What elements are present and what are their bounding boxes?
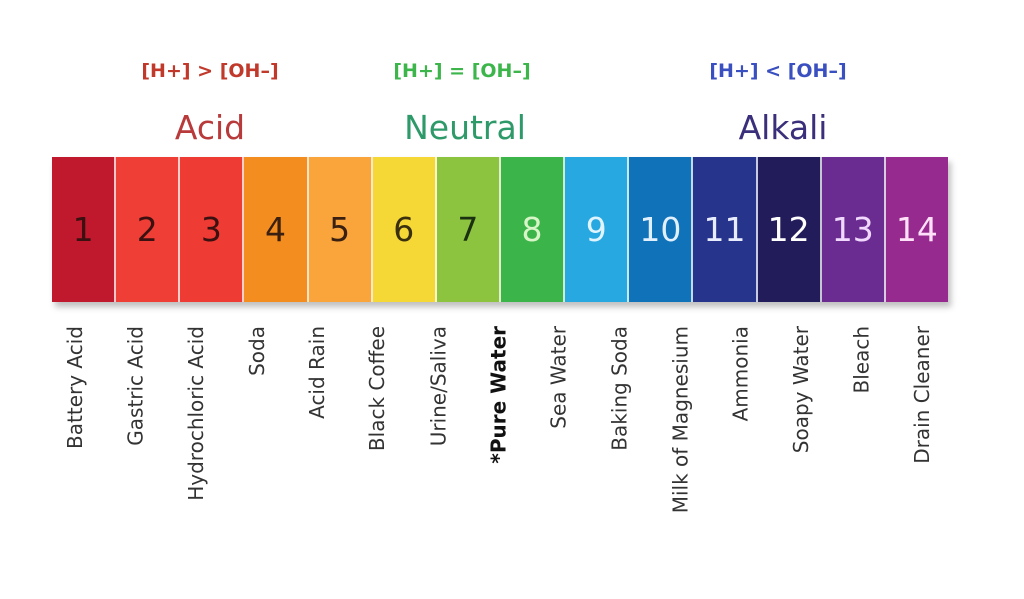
acid-heading: Acid [174,108,246,147]
alkali-condition: [H+] < [OH–] [709,60,847,82]
example-label-text: Battery Acid [63,326,87,449]
ph-cell-13: 13 [821,157,886,302]
example-label-text: Ammonia [728,326,753,422]
example-label-text: Drain Cleaner [910,326,934,464]
example-label-text: Gastric Acid [123,326,148,446]
ph-cell-14: 14 [885,157,948,302]
example-label-text: Soda [244,326,269,376]
neutral-condition: [H+] = [OH–] [393,60,531,82]
ph-cell-11: 11 [693,157,758,302]
ph-cell-9: 9 [565,157,630,302]
example-label-text: Soapy Water [789,326,813,454]
example-label-text: Hydrochloric Acid [184,326,208,501]
example-label-text: Urine/Saliva [426,326,450,447]
ph-cell-10: 10 [629,157,694,302]
example-label-text: Baking Soda [607,326,632,451]
ph-cell-3: 3 [180,157,245,302]
ph-cell-2: 2 [116,157,181,302]
ph-cell-8: 8 [500,157,566,302]
ph-cell-7: 7 [436,157,501,302]
acid-condition: [H+] > [OH–] [141,60,279,82]
ph-cell-6: 6 [372,157,437,302]
example-label-text: Black Coffee [365,326,390,452]
example-label-text: Sea Water [547,326,571,429]
neutral-heading: Neutral [404,108,526,147]
ph-cell-1: 1 [52,157,117,302]
example-label-text: Acid Rain [305,326,329,419]
ph-cell-5: 5 [308,157,373,302]
example-label-text: Bleach [849,326,874,394]
ph-cell-4: 4 [244,157,309,302]
ph-bar: 1 2 3 4 5 6 7 8 9 10 11 12 13 14 [52,157,948,302]
example-label-text: *Pure Water [486,326,511,464]
ph-cell-12: 12 [757,157,822,302]
alkali-heading: Alkali [738,108,828,147]
example-label-text: Milk of Magnesium [668,326,692,514]
